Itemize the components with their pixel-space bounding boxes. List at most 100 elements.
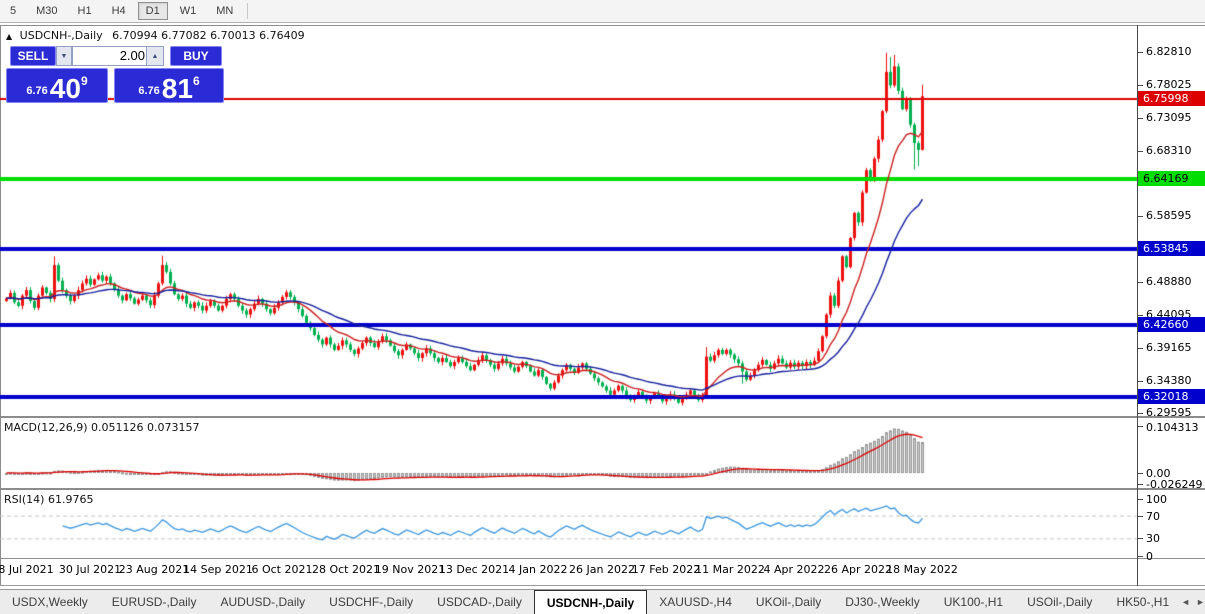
date-axis-label: 23 Aug 2021 [118,563,190,576]
chart-title: ▲ USDCNH-,Daily 6.70994 6.77082 6.70013 … [6,29,305,42]
tab-xauusd-h4[interactable]: XAUUSD-,H4 [659,595,732,609]
price-axis-tick [1138,216,1143,217]
price-axis-tick [1138,282,1143,283]
tab-scroll-right-icon[interactable]: ► [1196,597,1205,607]
rsi-bottom-border [0,558,1205,559]
date-axis-label: 30 Jul 2021 [58,563,122,576]
macd-axis-value: 0.104313 [1146,421,1199,434]
date-axis-label: 18 May 2022 [886,563,958,576]
tab-hk50-h1[interactable]: HK50-,H1 [1116,595,1170,609]
sell-price-main: 40 [49,73,81,104]
timeframe-toolbar: 5 M30 H1 H4 D1 W1 MN [0,0,1205,23]
price-axis-value: 6.68310 [1146,144,1192,157]
macd-axis-tick [1138,473,1143,474]
date-axis-label: 13 Dec 2021 [438,563,510,576]
rsi-axis-value: 0 [1146,550,1153,563]
tf-button-d1[interactable]: D1 [137,2,168,20]
sell-price-sup: 9 [80,74,88,88]
macd-axis-value: -0.026249 [1146,478,1203,491]
price-axis-value: 6.34380 [1146,374,1192,387]
price-axis-value: 6.82810 [1146,45,1192,58]
tf-button-m30[interactable]: M30 [36,5,58,17]
macd-separator[interactable] [0,416,1205,418]
rsi-axis-tick [1138,516,1143,517]
macd-axis-tick [1138,426,1143,427]
tab-uk100-h1[interactable]: UK100-,H1 [943,595,1004,609]
sell-price-prefix: 6.76 [26,85,48,97]
macd-label: MACD(12,26,9) 0.051126 0.073157 [4,421,200,434]
tf-button-mn[interactable]: MN [216,5,234,17]
price-axis-tick [1138,348,1143,349]
rsi-panel-canvas[interactable] [0,490,1137,558]
date-axis-label: 4 Apr 2022 [763,563,825,576]
price-axis-tick [1138,381,1143,382]
buy-button[interactable]: BUY [170,46,222,66]
chart-ohlc-values: 6.70994 6.77082 6.70013 6.76409 [112,29,305,42]
price-axis-value: 6.39165 [1146,341,1192,354]
tf-button-h4[interactable]: H4 [111,5,126,17]
tab-usoil-daily[interactable]: USOil-,Daily [1027,595,1093,609]
price-level-badge: 6.53845 [1138,241,1205,256]
tab-audusd-daily[interactable]: AUDUSD-,Daily [220,595,306,609]
tab-usdcad-daily[interactable]: USDCAD-,Daily [437,595,522,609]
date-axis-label: 11 Mar 2022 [695,563,765,576]
rsi-current-value: 61.9765 [47,493,94,506]
price-level-badge: 6.64169 [1138,171,1205,186]
price-axis-tick [1138,151,1143,152]
tab-scroll-arrows: ◄ ► [1181,590,1205,614]
tab-ukoil-daily[interactable]: UKOil-,Daily [755,595,822,609]
rsi-separator[interactable] [0,488,1205,490]
buy-price-button[interactable]: 6.76 81 6 [114,68,224,103]
date-axis-label: 14 Sep 2021 [183,563,253,576]
tf-button-w1[interactable]: W1 [179,5,197,17]
macd-panel-canvas[interactable] [0,419,1137,488]
volume-decrease-button[interactable]: ▼ [56,46,72,66]
chart-top-border [0,25,1205,26]
rsi-name: RSI(14) [4,493,45,506]
buy-price-sup: 6 [192,74,200,88]
tab-usdx-weekly[interactable]: USDX,Weekly [12,595,88,609]
tab-dj30-weekly[interactable]: DJ30-,Weekly [845,595,920,609]
price-axis-value: 6.78025 [1146,78,1192,91]
price-axis-line [1137,25,1138,586]
tf-button-h1[interactable]: H1 [77,5,92,17]
sell-button[interactable]: SELL [10,46,56,66]
sell-price-button[interactable]: 6.76 40 9 [6,68,108,103]
buy-price-main: 81 [161,73,193,104]
rsi-label: RSI(14) 61.9765 [4,493,93,506]
rsi-axis-tick [1138,499,1143,500]
volume-input[interactable]: 2.00 [72,46,151,66]
spinner-down-icon: ▼ [60,52,68,60]
tab-usdchf-daily[interactable]: USDCHF-,Daily [329,595,414,609]
tab-usdcnh-daily-active[interactable]: USDCNH-,Daily [533,590,648,614]
price-axis-tick [1138,52,1143,53]
chart-symbol-label: USDCNH-,Daily [19,29,103,42]
price-level-badge: 6.75998 [1138,91,1205,106]
macd-current-values: 0.051126 0.073157 [91,421,200,434]
tab-scroll-left-icon[interactable]: ◄ [1181,597,1191,607]
price-axis-tick [1138,413,1143,414]
tab-eurusd-daily[interactable]: EURUSD-,Daily [111,595,197,609]
date-axis-label: 19 Nov 2021 [374,563,446,576]
window-icon: ▲ [6,32,13,41]
price-axis-tick [1138,118,1143,119]
date-axis-label: 6 Oct 2021 [251,563,313,576]
date-axis-label: 17 Feb 2022 [631,563,701,576]
price-axis-value: 6.29595 [1146,406,1192,419]
buy-price-prefix: 6.76 [138,85,160,97]
macd-name: MACD(12,26,9) [4,421,88,434]
macd-axis-tick [1138,484,1143,485]
price-level-badge: 6.42660 [1138,317,1205,332]
volume-increase-button[interactable]: ▲ [146,46,164,66]
rsi-axis-value: 70 [1146,510,1160,523]
price-level-badge: 6.32018 [1138,389,1205,404]
date-axis-label: 26 Jan 2022 [569,563,635,576]
rsi-axis-value: 100 [1146,493,1167,506]
one-click-trading-panel: SELL ▼ 2.00 ▲ BUY 6.76 40 9 6.76 81 6 [4,45,226,103]
macd-axis-value: 0.00 [1146,467,1171,480]
tf-button-m5[interactable]: 5 [10,5,17,17]
rsi-axis-tick [1138,538,1143,539]
rsi-axis-value: 30 [1146,532,1160,545]
sell-button-label: SELL [17,49,49,63]
